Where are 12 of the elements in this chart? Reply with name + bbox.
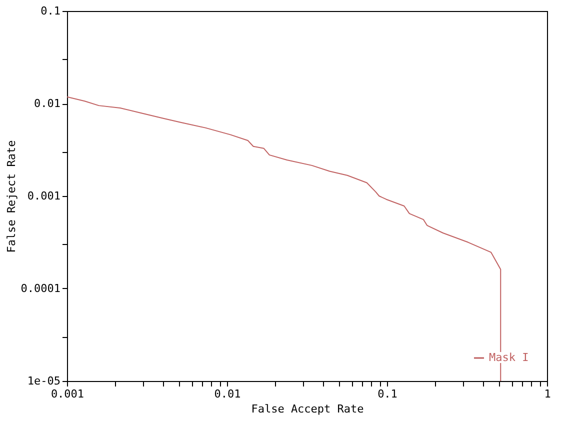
legend-label: Mask I <box>489 351 529 364</box>
y-tick-label: 0.0001 <box>20 282 60 295</box>
y-tick-label: 0.01 <box>34 97 60 110</box>
x-tick-label: 0.1 <box>378 388 398 400</box>
x-axis-title: False Accept Rate <box>251 402 364 416</box>
x-tick-label: 1 <box>544 388 551 400</box>
x-tick-label: 0.01 <box>214 388 241 400</box>
y-tick-label: 1e-05 <box>27 374 60 388</box>
x-tick-label: 0.001 <box>50 388 84 400</box>
y-tick-label: 0.1 <box>40 4 60 18</box>
y-tick-label: 0.001 <box>27 190 60 202</box>
y-axis-title: False Reject Rate <box>4 140 18 253</box>
